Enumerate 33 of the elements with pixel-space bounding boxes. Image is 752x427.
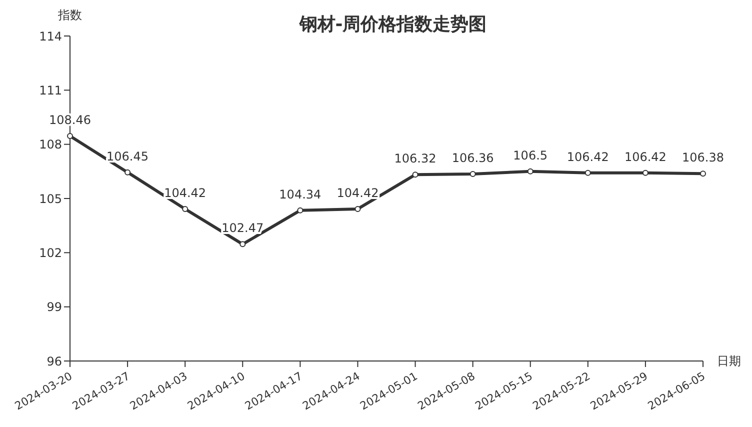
data-label: 106.42 — [624, 150, 666, 164]
point — [297, 207, 304, 214]
data-label: 106.38 — [682, 150, 724, 165]
point — [354, 206, 361, 212]
point — [470, 170, 476, 177]
data-label: 102.47 — [222, 221, 264, 236]
y-tick-label: 111 — [39, 83, 62, 98]
point — [700, 170, 706, 177]
data-label: 106.5 — [513, 148, 548, 162]
data-label: 106.45 — [106, 149, 149, 164]
data-label: 106.42 — [566, 150, 609, 164]
y-tick-label: 99 — [46, 300, 62, 314]
y-tick-label: 102 — [39, 246, 62, 260]
data-label: 104.42 — [336, 186, 379, 200]
y-tick-label: 114 — [39, 29, 62, 44]
point — [240, 241, 246, 248]
point — [412, 172, 418, 178]
data-label: 104.34 — [279, 187, 322, 202]
point — [182, 206, 188, 212]
data-label: 106.36 — [452, 150, 494, 165]
y-tick-label: 108 — [39, 138, 62, 152]
point — [124, 169, 131, 176]
x-axis-title: 日期 — [717, 354, 741, 368]
point — [584, 170, 591, 176]
data-label: 104.42 — [164, 186, 206, 200]
chart-title: 钢材-周价格指数走势图 — [299, 14, 487, 35]
y-axis-title: 指数 — [57, 8, 82, 22]
y-tick-label: 105 — [39, 192, 62, 206]
data-label: 106.32 — [394, 152, 436, 166]
point — [67, 133, 73, 140]
y-tick-label: 96 — [46, 354, 62, 368]
point — [527, 168, 534, 174]
point — [642, 170, 648, 176]
